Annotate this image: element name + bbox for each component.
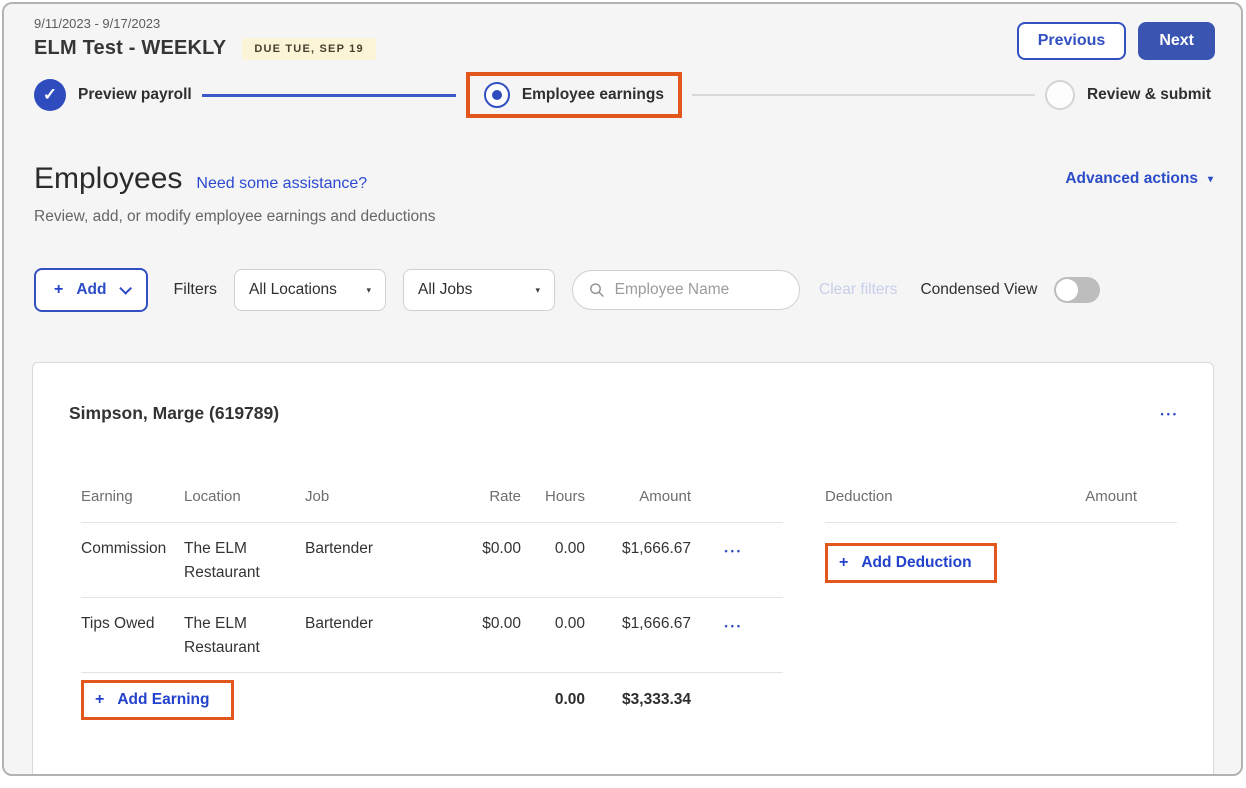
advanced-actions-dropdown[interactable]: Advanced actions ▾ [1065,170,1213,188]
employee-search[interactable] [572,270,801,310]
column-header: Hours [544,488,585,505]
earnings-table-footer: + Add Earning 0.00 $3,333.34 [81,673,783,720]
plus-icon: + [54,281,64,298]
earnings-table: Earning Location Job Rate Hours Amount C… [81,488,783,720]
earning-hours: 0.00 [554,615,585,632]
add-button-label: Add [76,281,107,298]
due-date-badge: DUE TUE, SEP 19 [242,37,376,60]
total-amount: $3,333.34 [622,691,691,708]
earnings-table-header: Earning Location Job Rate Hours Amount [81,488,783,523]
payroll-page: 9/11/2023 - 9/17/2023 ELM Test - WEEKLY … [2,2,1243,776]
toolbar: + Add Filters All Locations ▾ All Jobs ▾… [34,268,1213,312]
column-header: Amount [639,488,691,505]
step-preview-payroll[interactable]: ✓ Preview payroll [34,79,192,111]
caret-down-icon: ▾ [535,284,541,295]
caret-down-icon: ▾ [366,284,372,295]
step-label: Employee earnings [521,86,664,103]
advanced-actions-label: Advanced actions [1065,170,1198,187]
deductions-table: Deduction Amount + Add Deduction [825,488,1177,720]
add-button[interactable]: + Add [34,268,149,312]
pay-period-dates: 9/11/2023 - 9/17/2023 [34,16,161,31]
earning-row: Tips Owed The ELM Restaurant Bartender $… [81,598,783,673]
toggle-knob [1056,279,1079,301]
condensed-view-toggle[interactable] [1054,277,1101,303]
column-header: Earning [81,488,133,505]
earning-rate: $0.00 [482,540,521,557]
add-earning-button[interactable]: Add Earning [117,691,210,708]
earning-job: Bartender [305,540,374,557]
need-assistance-link[interactable]: Need some assistance? [196,175,368,192]
earning-row-menu-ellipsis-icon[interactable]: ••• [724,546,743,556]
earning-location: The ELM Restaurant [184,540,260,581]
employee-menu-ellipsis-icon[interactable]: ••• [1160,408,1179,419]
deductions-table-header: Deduction Amount [825,488,1177,523]
step-complete-check-icon: ✓ [34,79,66,111]
search-icon [590,283,604,297]
earning-amount: $1,666.67 [622,615,691,632]
step-current-radio-icon [483,82,510,108]
chevron-down-icon [119,281,133,295]
annotation-box-add-deduction: + Add Deduction [825,543,997,583]
annotation-box-employee-earnings: Employee earnings [465,72,682,118]
location-filter-select[interactable]: All Locations ▾ [234,269,387,311]
earning-type: Tips Owed [81,615,155,632]
column-header: Rate [489,488,521,505]
plus-icon: + [839,554,849,571]
payroll-period-block: 9/11/2023 - 9/17/2023 ELM Test - WEEKLY … [34,16,376,60]
step-review-submit[interactable]: Review & submit [1044,80,1211,110]
step-label: Preview payroll [78,86,192,103]
add-deduction-button[interactable]: Add Deduction [861,554,972,571]
step-employee-earnings[interactable]: Employee earnings [483,82,664,108]
filters-label: Filters [173,281,218,298]
location-filter-value: All Locations [249,281,337,298]
column-header: Amount [1085,488,1137,505]
job-filter-value: All Jobs [418,281,473,298]
caret-down-icon: ▾ [1207,173,1213,185]
condensed-view-label: Condensed View [920,281,1038,298]
clear-filters-link[interactable]: Clear filters [819,281,898,298]
payroll-title: ELM Test - WEEKLY [34,37,227,59]
earning-amount: $1,666.67 [622,540,691,557]
earning-row-menu-ellipsis-icon[interactable]: ••• [724,621,743,631]
earning-location: The ELM Restaurant [184,615,260,656]
previous-button[interactable]: Previous [1016,22,1127,60]
plus-icon: + [95,691,105,708]
total-hours: 0.00 [554,691,585,708]
earning-hours: 0.00 [554,540,585,557]
column-header: Location [184,488,241,505]
step-label: Review & submit [1086,86,1211,103]
employee-card: Simpson, Marge (619789) ••• Earning Loca… [32,362,1214,774]
earning-rate: $0.00 [482,615,521,632]
column-header: Job [305,488,330,505]
next-button[interactable]: Next [1138,22,1215,60]
stepper-connector-upcoming [691,94,1035,96]
earning-type: Commission [81,540,167,557]
payroll-stepper: ✓ Preview payroll Employee earnings Revi… [34,72,1211,118]
job-filter-select[interactable]: All Jobs ▾ [403,269,556,311]
employee-name: Simpson, Marge (619789) [69,403,280,423]
earning-job: Bartender [305,615,374,632]
step-upcoming-circle-icon [1044,80,1075,110]
page-header: 9/11/2023 - 9/17/2023 ELM Test - WEEKLY … [4,4,1241,60]
page-title: Employees [34,162,183,195]
page-subtitle: Review, add, or modify employee earnings… [34,208,436,225]
stepper-connector-complete [201,93,456,97]
earning-row: Commission The ELM Restaurant Bartender … [81,523,783,598]
column-header: Deduction [825,488,893,505]
annotation-box-add-earning: + Add Earning [81,680,235,720]
employee-search-input[interactable] [614,281,784,299]
